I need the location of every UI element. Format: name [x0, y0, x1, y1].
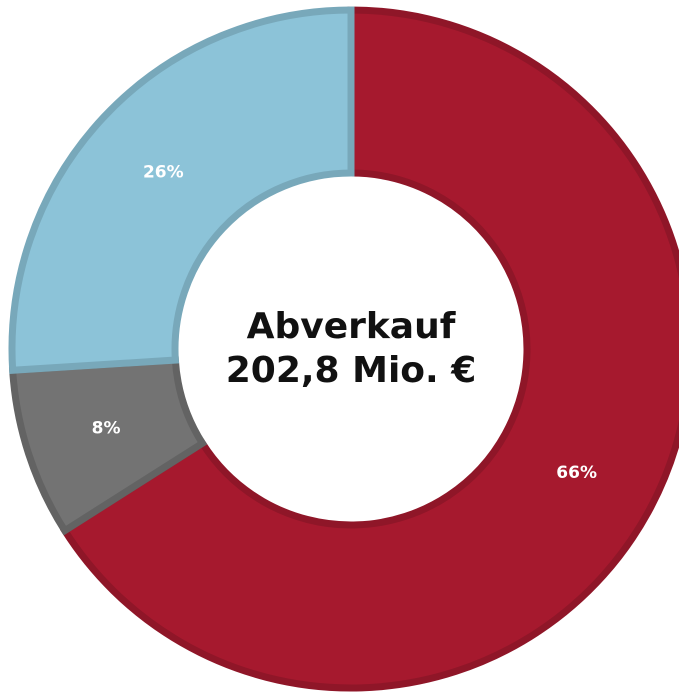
- value-label: 26%: [143, 163, 184, 183]
- value-label: 8%: [92, 419, 121, 439]
- value-label: 66%: [556, 463, 597, 483]
- donut-segment: [8, 6, 355, 374]
- donut-segment: [59, 6, 679, 692]
- center-text: Abverkauf 202,8 Mio. €: [225, 306, 477, 391]
